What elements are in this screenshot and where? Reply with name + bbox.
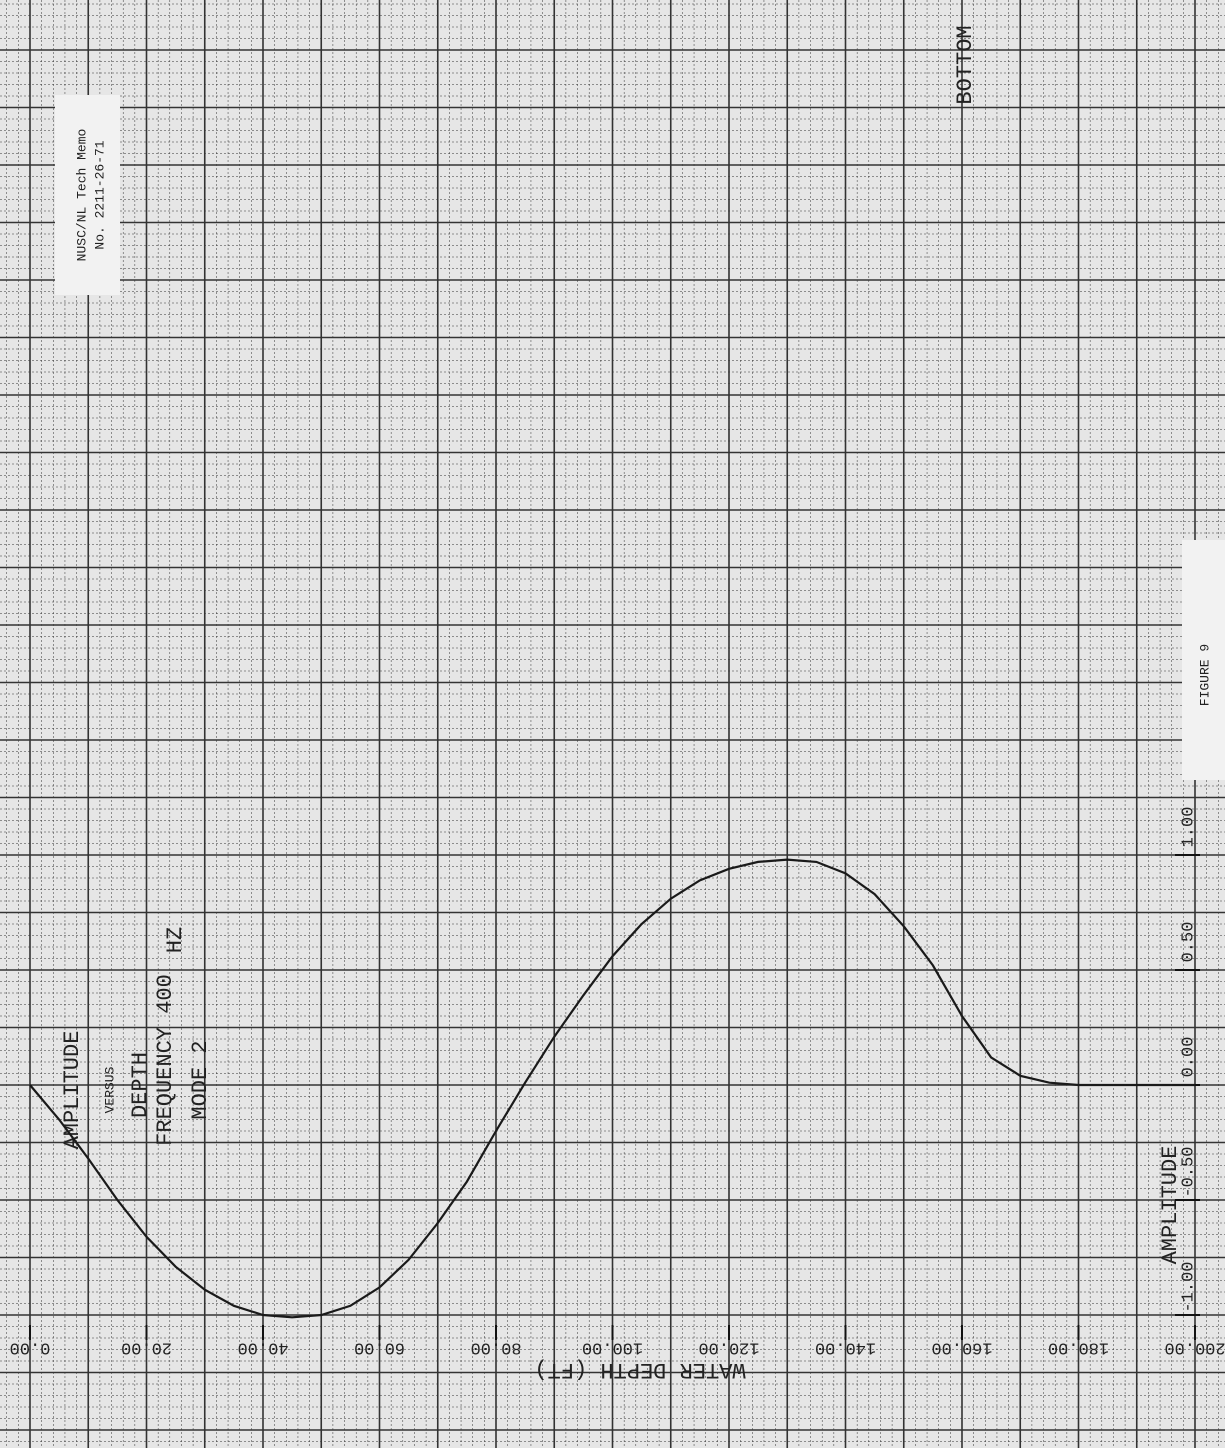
x-tick-label: 20.00: [121, 1338, 172, 1357]
title-line: VERSUS: [102, 1066, 117, 1113]
x-axis-label: WATER DEPTH (FT): [534, 1357, 745, 1382]
x-tick-label: 60.00: [354, 1338, 405, 1357]
x-tick-label: 0.00: [10, 1338, 51, 1357]
memo-box: [55, 95, 120, 295]
x-tick-label: 140.00: [815, 1338, 876, 1357]
title-line: FREQUENCY 400: [153, 974, 178, 1146]
data-line: [29, 858, 1195, 1319]
y-tick-label: -1.00: [1179, 1261, 1198, 1312]
y-tick-label: 0.50: [1179, 922, 1198, 963]
y-tick-label: 1.00: [1179, 807, 1198, 848]
y-tick-label: 0.00: [1179, 1037, 1198, 1078]
unit-label: HZ: [163, 927, 188, 953]
x-tick-label: 200.00: [1164, 1338, 1225, 1357]
x-tick-label: 100.00: [582, 1338, 643, 1357]
title-line: MODE 2: [188, 1040, 213, 1119]
title-line: DEPTH: [128, 1052, 153, 1118]
y-axis-label: AMPLITUDE: [1158, 1146, 1183, 1265]
x-tick-label: 40.00: [237, 1338, 288, 1357]
x-tick-label: 80.00: [470, 1338, 521, 1357]
figure-box: [1182, 540, 1225, 780]
x-tick-label: 160.00: [931, 1338, 992, 1357]
x-tick-label: 180.00: [1048, 1338, 1109, 1357]
annotation: BOTTOM: [953, 25, 978, 104]
title-line: AMPLITUDE: [60, 1031, 85, 1150]
x-tick-label: 120.00: [698, 1338, 759, 1357]
memo-number: No. 2211-26-71: [92, 140, 107, 249]
memo: NUSC/NL Tech Memo: [74, 129, 89, 262]
y-tick-label: -0.50: [1179, 1146, 1198, 1197]
figure-label: FIGURE 9: [1197, 644, 1212, 706]
